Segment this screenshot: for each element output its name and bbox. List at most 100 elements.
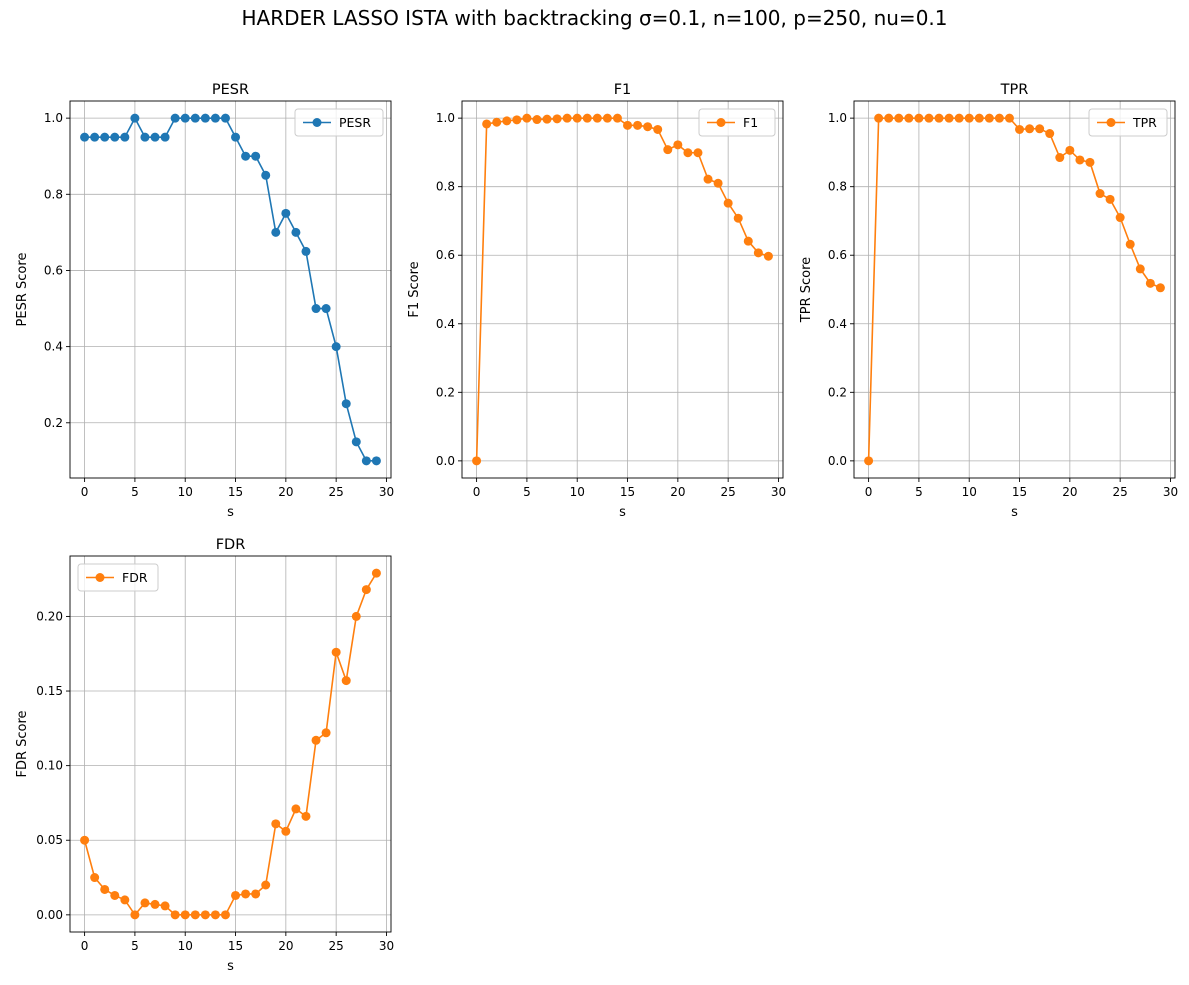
- tpr-data-point: [1015, 124, 1025, 134]
- y-tick-label: 0.4: [828, 317, 847, 331]
- y-tick-label: 1.0: [436, 111, 455, 125]
- f1-data-point: [703, 174, 713, 184]
- tpr-data-point: [984, 113, 994, 123]
- x-tick-label: 5: [523, 485, 531, 499]
- x-tick-label: 5: [131, 939, 139, 953]
- x-tick-label: 20: [670, 485, 685, 499]
- pesr-data-point: [281, 208, 291, 218]
- y-tick-label: 0.0: [436, 454, 455, 468]
- fdr-data-point: [281, 826, 291, 836]
- tpr-data-point: [894, 113, 904, 123]
- f1-data-point: [602, 113, 612, 123]
- pesr-data-point: [241, 151, 251, 161]
- x-tick-label: 20: [278, 485, 293, 499]
- pesr-chart: 0 5 10 15 20 25 30 0.2 0.4 0.6 0.8 1.0 PESR s PESR Sco…: [15, 82, 394, 520]
- fdr-data-point: [190, 910, 200, 920]
- f1-axes-frame: [461, 100, 784, 479]
- f1-data-point: [743, 236, 753, 246]
- pesr-data-point: [140, 132, 150, 142]
- legend-box: [294, 108, 384, 137]
- y-tick-label: 0.20: [36, 609, 63, 623]
- fdr-y-axis-label: FDR Score: [15, 710, 30, 777]
- pesr-chart-title: PESR: [212, 82, 249, 98]
- y-tick-label: 0.8: [828, 180, 847, 194]
- tpr-data-point: [1155, 283, 1165, 293]
- fdr-data-point: [351, 611, 361, 621]
- x-tick-label: 15: [228, 485, 243, 499]
- pesr-data-point: [100, 132, 110, 142]
- fdr-data-point: [371, 568, 381, 578]
- fdr-data-point: [80, 835, 90, 845]
- pesr-data-point: [351, 437, 361, 447]
- x-tick-label: 0: [81, 485, 89, 499]
- x-tick-label: 25: [721, 485, 736, 499]
- fdr-x-axis-label: s: [227, 959, 234, 974]
- f1-data-point: [592, 113, 602, 123]
- fdr-data-point: [331, 647, 341, 657]
- legend-label: FDR: [122, 570, 148, 585]
- pesr-data-point: [361, 456, 371, 466]
- f1-data-point: [612, 113, 622, 123]
- y-tick-label: 0.10: [36, 759, 63, 773]
- x-tick-label: 0: [81, 939, 89, 953]
- pesr-data-point: [261, 170, 271, 180]
- x-tick-label: 25: [329, 485, 344, 499]
- y-tick-label: 1.0: [44, 111, 63, 125]
- tpr-series-line: [867, 117, 1161, 461]
- tpr-data-point: [974, 113, 984, 123]
- x-tick-label: 15: [620, 485, 635, 499]
- x-tick-label: 30: [771, 485, 786, 499]
- x-tick-label: 10: [178, 939, 193, 953]
- f1-data-point: [572, 113, 582, 123]
- pesr-data-point: [220, 113, 230, 123]
- tpr-chart-title: TPR: [1000, 82, 1029, 98]
- fdr-legend: FDR: [77, 563, 159, 592]
- y-tick-label: 0.05: [36, 833, 63, 847]
- fdr-data-point: [120, 895, 130, 905]
- f1-y-axis-label: F1 Score: [407, 261, 422, 317]
- fdr-data-point: [321, 728, 331, 738]
- f1-data-point: [763, 251, 773, 261]
- fdr-data-point: [130, 910, 140, 920]
- pesr-data-point: [210, 113, 220, 123]
- pesr-y-axis-label: PESR Score: [15, 253, 30, 327]
- pesr-data-point: [110, 132, 120, 142]
- f1-data-point: [482, 119, 492, 129]
- fdr-data-point: [140, 898, 150, 908]
- x-tick-label: 5: [131, 485, 139, 499]
- y-tick-label: 0.2: [828, 385, 847, 399]
- tpr-data-point: [1145, 278, 1155, 288]
- tpr-data-point: [1065, 145, 1075, 155]
- pesr-data-point: [301, 246, 311, 256]
- pesr-data-point: [311, 304, 321, 314]
- y-tick-label: 0.4: [436, 317, 455, 331]
- fdr-data-point: [251, 889, 261, 899]
- f1-data-point: [582, 113, 592, 123]
- y-tick-label: 0.15: [36, 684, 63, 698]
- x-tick-label: 5: [915, 485, 923, 499]
- tpr-data-point: [884, 113, 894, 123]
- pesr-data-point: [371, 456, 381, 466]
- f1-data-point: [643, 122, 653, 132]
- pesr-data-point: [170, 113, 180, 123]
- f1-data-point: [633, 120, 643, 130]
- pesr-data-point: [271, 227, 281, 237]
- f1-data-point: [552, 114, 562, 124]
- pesr-data-point: [130, 113, 140, 123]
- f1-data-point: [472, 456, 482, 466]
- fdr-data-point: [271, 819, 281, 829]
- f1-x-axis-label: s: [619, 505, 626, 520]
- fdr-series-line: [83, 572, 378, 917]
- fdr-data-point: [90, 873, 100, 883]
- f1-data-point: [542, 114, 552, 124]
- legend-marker-swatch: [716, 118, 726, 127]
- tpr-data-point: [1045, 129, 1055, 139]
- f1-data-point: [512, 115, 522, 125]
- fdr-data-point: [160, 901, 170, 911]
- tpr-data-point: [994, 113, 1004, 123]
- legend-label: F1: [743, 115, 758, 130]
- tpr-data-point: [1125, 239, 1135, 249]
- f1-data-point: [653, 124, 663, 134]
- fdr-data-point: [100, 884, 110, 894]
